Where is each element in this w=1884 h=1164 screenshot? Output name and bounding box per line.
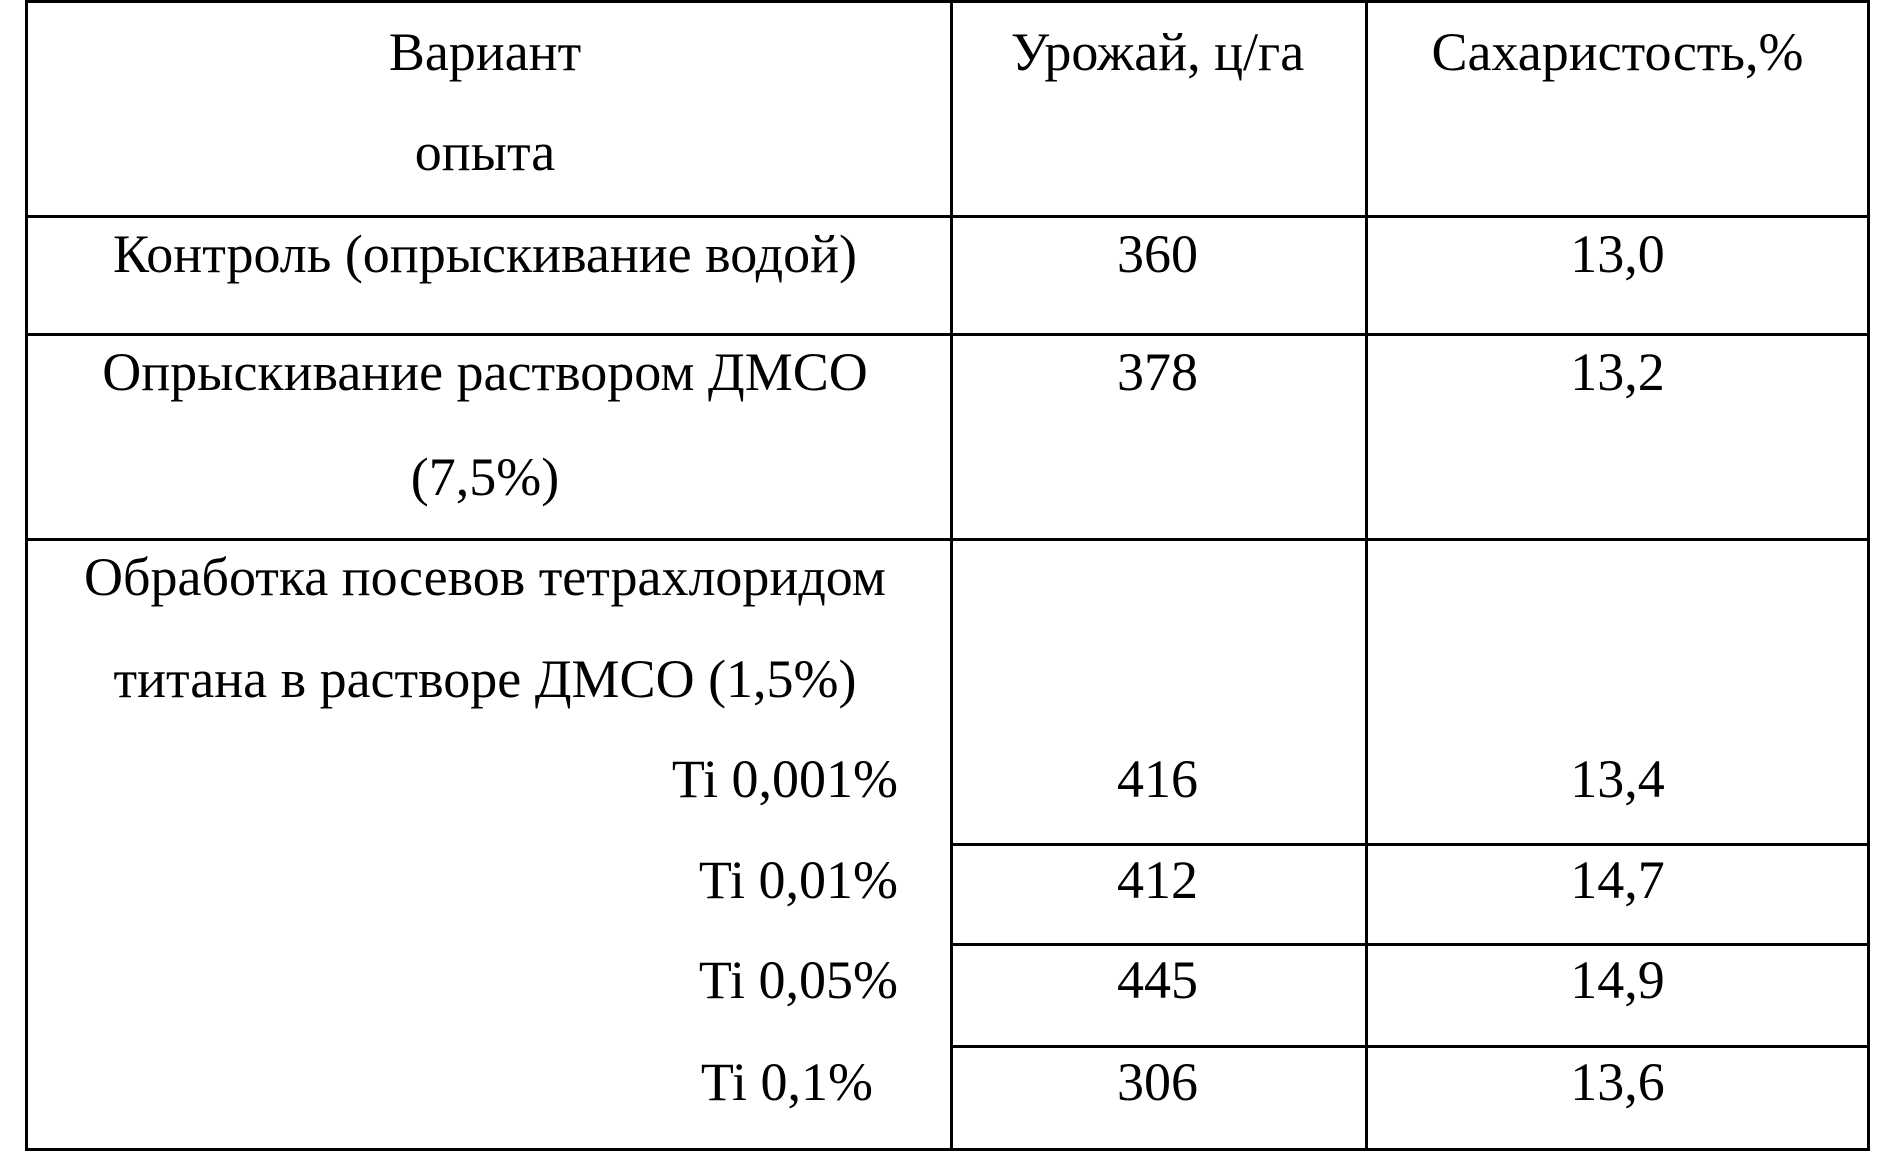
subrow4-yield: 306	[951, 1055, 1364, 1109]
row2-variant-line1: Опрыскивание раствором ДМСО	[25, 345, 945, 399]
subrow2-label: Ti 0,01%	[25, 853, 898, 907]
subrow3-bottom-rule	[950, 1045, 1870, 1048]
row2-sugar: 13,2	[1370, 345, 1865, 399]
row1-variant: Контроль (опрыскивание водой)	[25, 227, 945, 281]
subrow3-yield: 445	[951, 953, 1364, 1007]
table-border-bottom	[25, 1148, 1870, 1151]
subrow2-sugar: 14,7	[1370, 853, 1865, 907]
table-border-top	[25, 0, 1870, 3]
row1-yield: 360	[951, 227, 1364, 281]
subrow1-yield: 416	[951, 752, 1364, 806]
header-sugar: Сахаристость,%	[1370, 25, 1865, 79]
row1-bottom-rule	[25, 333, 1870, 336]
subrow4-sugar: 13,6	[1370, 1055, 1865, 1109]
subrow1-label: Ti 0,001%	[25, 752, 898, 806]
table-border-right	[1867, 0, 1870, 1151]
row2-bottom-rule	[25, 538, 1870, 541]
group-title-line1: Обработка посевов тетрахлоридом	[25, 550, 945, 604]
header-bottom-rule	[25, 215, 1870, 218]
subrow1-sugar: 13,4	[1370, 752, 1865, 806]
header-variant-line2: опыта	[25, 125, 945, 179]
row2-yield: 378	[951, 345, 1364, 399]
header-variant-line1: Вариант	[25, 25, 945, 79]
header-yield: Урожай, ц/га	[951, 25, 1364, 79]
subrow1-bottom-rule	[950, 843, 1870, 846]
subrow2-bottom-rule	[950, 943, 1870, 946]
row1-sugar: 13,0	[1370, 227, 1865, 281]
subrow3-label: Ti 0,05%	[25, 953, 898, 1007]
subrow4-label: Ti 0,1%	[25, 1055, 873, 1109]
column-divider-2	[1365, 0, 1368, 1151]
subrow2-yield: 412	[951, 853, 1364, 907]
group-title-line2: титана в растворе ДМСО (1,5%)	[25, 652, 945, 706]
subrow3-sugar: 14,9	[1370, 953, 1865, 1007]
row2-variant-line2: (7,5%)	[25, 450, 945, 504]
